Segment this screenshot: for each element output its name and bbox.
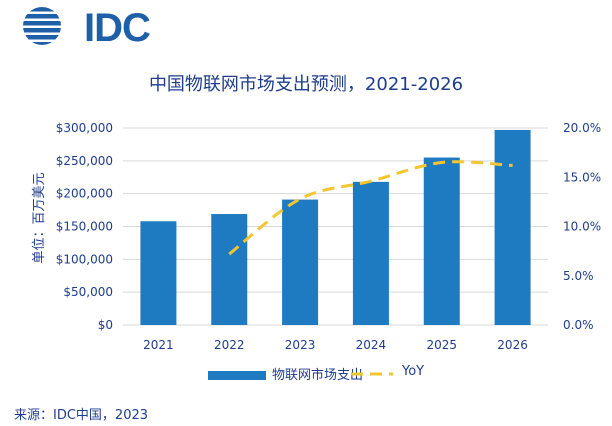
grid-lines [123, 127, 548, 326]
bar-2023 [282, 199, 319, 325]
left-tick-label: $300,000 [56, 121, 113, 135]
right-tick-label: 20.0% [563, 121, 601, 135]
legend-line-swatch [351, 372, 393, 376]
bar-2025 [423, 157, 460, 325]
bar-2026 [494, 129, 531, 325]
legend-line-label: YoY [402, 364, 425, 379]
right-tick-label: 5.0% [563, 269, 594, 283]
legend-bar-swatch [208, 371, 266, 380]
right-axis-ticks: 0.0% 5.0% 10.0% 15.0% 20.0% [563, 121, 601, 332]
x-tick-label: 2021 [143, 338, 174, 352]
legend-bar-label: 物联网市场支出 [272, 368, 364, 383]
x-axis-ticks: 2021 2022 2023 2024 2025 2026 [143, 338, 528, 352]
globe-icon [23, 7, 61, 45]
logo-text: IDC [84, 6, 151, 50]
bar-2022 [211, 214, 248, 325]
idc-logo: IDC [22, 6, 152, 48]
left-tick-label: $0 [98, 318, 113, 332]
right-tick-label: 15.0% [563, 170, 601, 184]
chart-title: 中国物联网市场支出预测，2021-2026 [148, 74, 464, 95]
x-tick-label: 2023 [285, 338, 316, 352]
x-tick-label: 2025 [426, 338, 457, 352]
left-tick-label: $250,000 [56, 154, 113, 168]
source-note: 来源：IDC中国，2023 [14, 408, 149, 423]
y-axis-label: 单位：百万美元 [32, 172, 47, 263]
bars [140, 129, 531, 325]
bar-2024 [352, 181, 389, 325]
left-tick-label: $150,000 [56, 220, 113, 234]
x-tick-label: 2022 [214, 338, 245, 352]
x-tick-label: 2024 [356, 338, 387, 352]
left-tick-label: $200,000 [56, 187, 113, 201]
yoy-series-line [228, 160, 513, 256]
left-tick-label: $50,000 [63, 285, 113, 299]
right-tick-label: 0.0% [563, 318, 594, 332]
bar-2021 [140, 221, 177, 325]
yoy-line [228, 160, 513, 256]
left-axis-ticks: $0 $50,000 $100,000 $150,000 $200,000 $250,00… [56, 121, 113, 332]
right-tick-label: 10.0% [563, 220, 601, 234]
left-tick-label: $100,000 [56, 252, 113, 266]
x-tick-label: 2026 [497, 338, 528, 352]
